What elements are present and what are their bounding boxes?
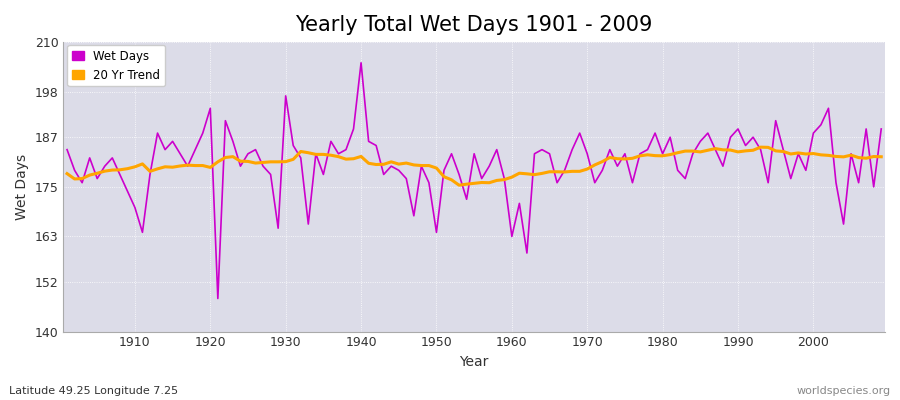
20 Yr Trend <box>755 145 766 150</box>
Legend: Wet Days, 20 Yr Trend: Wet Days, 20 Yr Trend <box>68 45 165 86</box>
Wet Days <box>876 126 886 131</box>
Wet Days <box>295 156 306 160</box>
Wet Days <box>514 201 525 206</box>
20 Yr Trend <box>514 171 525 176</box>
Wet Days <box>356 60 366 65</box>
20 Yr Trend <box>288 157 299 162</box>
20 Yr Trend <box>122 166 133 171</box>
20 Yr Trend <box>62 171 73 176</box>
Wet Days <box>62 147 73 152</box>
Wet Days <box>122 188 133 193</box>
X-axis label: Year: Year <box>460 355 489 369</box>
20 Yr Trend <box>333 154 344 159</box>
Title: Yearly Total Wet Days 1901 - 2009: Yearly Total Wet Days 1901 - 2009 <box>295 15 652 35</box>
20 Yr Trend <box>605 155 616 160</box>
20 Yr Trend <box>876 154 886 159</box>
Text: Latitude 49.25 Longitude 7.25: Latitude 49.25 Longitude 7.25 <box>9 386 178 396</box>
Line: 20 Yr Trend: 20 Yr Trend <box>68 147 881 185</box>
Text: worldspecies.org: worldspecies.org <box>796 386 891 396</box>
Wet Days <box>521 251 532 256</box>
Line: Wet Days: Wet Days <box>68 63 881 298</box>
Y-axis label: Wet Days: Wet Days <box>15 154 29 220</box>
Wet Days <box>212 296 223 301</box>
20 Yr Trend <box>454 183 464 188</box>
Wet Days <box>340 147 351 152</box>
20 Yr Trend <box>507 175 517 180</box>
Wet Days <box>612 164 623 168</box>
